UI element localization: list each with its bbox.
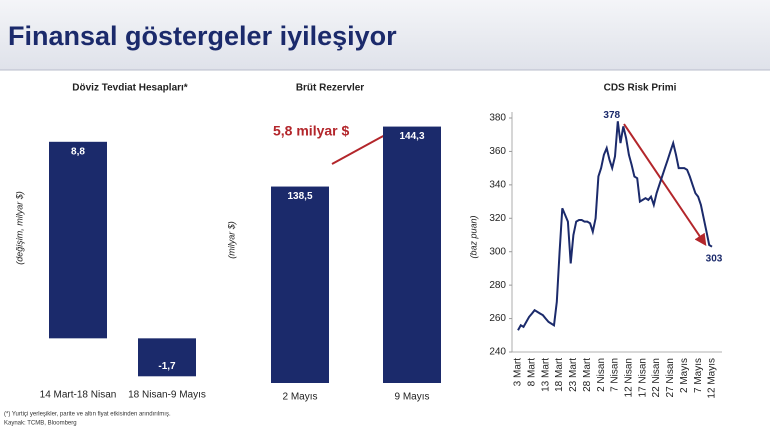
x-tick-label: 18 Mart [554, 358, 565, 392]
value-label: 144,3 [399, 131, 424, 142]
chart-title: CDS Risk Primi [604, 83, 677, 94]
x-tick-label: 2 Nisan [596, 358, 607, 392]
x-tick-label: 12 Mayıs [707, 358, 718, 399]
y-tick-label: 360 [489, 146, 506, 157]
bar [383, 126, 441, 383]
x-tick-label: 2 Mayıs [282, 392, 317, 403]
x-tick-label: 14 Mart-18 Nisan [40, 390, 117, 401]
bar [49, 141, 107, 339]
y-tick-label: 260 [489, 313, 506, 324]
footnote: (*) Yurtiçi yerleşikler, parite ve altın… [4, 412, 171, 418]
x-tick-label: 9 Mayıs [394, 392, 429, 403]
value-label: -1,7 [158, 361, 176, 372]
bar [138, 338, 196, 377]
x-tick-label: 7 Mayıs [693, 358, 704, 393]
x-tick-label: 22 Nisan [651, 358, 662, 397]
y-tick-label: 380 [489, 113, 506, 124]
x-tick-label: 3 Mart [513, 358, 524, 387]
y-axis-label: (baz puan) [468, 215, 478, 258]
x-tick-label: 13 Mart [540, 358, 551, 392]
y-axis-label: (milyar $) [226, 221, 236, 259]
x-tick-label: 17 Nisan [637, 358, 648, 397]
x-tick-label: 18 Nisan-9 Mayıs [128, 390, 206, 401]
y-axis-label: (değişim, milyar $) [14, 191, 24, 265]
annotation: 5,8 milyar $ [273, 123, 349, 139]
bar [271, 186, 329, 383]
x-tick-label: 12 Nisan [623, 358, 634, 397]
value-label: 138,5 [287, 191, 312, 202]
annotation-arrow [623, 123, 707, 246]
x-tick-label: 2 Mayıs [679, 358, 690, 393]
x-tick-label: 28 Mart [582, 358, 593, 392]
y-tick-label: 320 [489, 213, 506, 224]
chart-title: Döviz Tevdiat Hesapları* [72, 83, 188, 94]
header-bar [0, 0, 770, 70]
footnote: Kaynak: TCMB, Bloomberg [4, 421, 77, 427]
value-label: 303 [706, 253, 723, 264]
x-tick-label: 23 Mart [568, 358, 579, 392]
y-tick-label: 240 [489, 347, 506, 358]
x-tick-label: 8 Mart [526, 358, 537, 387]
y-tick-label: 300 [489, 246, 506, 257]
x-tick-label: 27 Nisan [665, 358, 676, 397]
line-series [517, 121, 713, 331]
value-label: 378 [603, 110, 620, 121]
y-tick-label: 280 [489, 280, 506, 291]
slide-title: Finansal göstergeler iyileşiyor [8, 21, 397, 51]
chart-title: Brüt Rezervler [296, 83, 364, 94]
x-tick-label: 7 Nisan [610, 358, 621, 392]
value-label: 8,8 [71, 146, 85, 157]
y-tick-label: 340 [489, 179, 506, 190]
